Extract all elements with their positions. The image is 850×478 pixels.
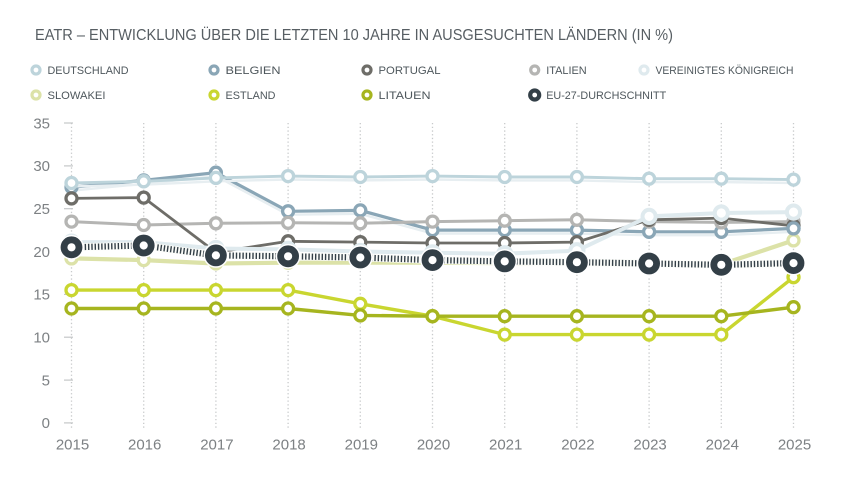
svg-text:EATR – ENTWICKLUNG ÜBER DIE LE: EATR – ENTWICKLUNG ÜBER DIE LETZTEN 10 J… (35, 26, 673, 44)
svg-text:EU-27-DURCHSCHNITT: EU-27-DURCHSCHNITT (546, 90, 666, 102)
svg-text:5: 5 (42, 372, 50, 389)
svg-text:30: 30 (33, 158, 50, 175)
svg-text:2023: 2023 (633, 437, 666, 454)
svg-text:BELGIEN: BELGIEN (226, 65, 281, 77)
svg-text:2022: 2022 (561, 437, 594, 454)
svg-text:ESTLAND: ESTLAND (226, 90, 276, 102)
svg-text:15: 15 (33, 287, 50, 304)
svg-text:20: 20 (33, 244, 50, 261)
svg-text:2015: 2015 (56, 437, 89, 454)
svg-text:LITAUEN: LITAUEN (379, 90, 431, 102)
svg-text:SLOWAKEI: SLOWAKEI (48, 90, 106, 102)
svg-text:2020: 2020 (417, 437, 450, 454)
svg-text:2018: 2018 (272, 437, 305, 454)
svg-text:PORTUGAL: PORTUGAL (379, 65, 441, 77)
svg-text:0: 0 (42, 415, 50, 432)
svg-text:2019: 2019 (345, 437, 378, 454)
svg-text:2016: 2016 (128, 437, 161, 454)
svg-text:25: 25 (33, 201, 50, 218)
svg-text:35: 35 (33, 115, 50, 132)
svg-text:2017: 2017 (200, 437, 233, 454)
svg-text:10: 10 (33, 330, 50, 347)
svg-text:2021: 2021 (489, 437, 522, 454)
svg-text:2025: 2025 (778, 437, 811, 454)
svg-text:2024: 2024 (706, 437, 739, 454)
svg-text:ITALIEN: ITALIEN (546, 65, 587, 77)
svg-text:DEUTSCHLAND: DEUTSCHLAND (48, 65, 129, 77)
svg-text:VEREINIGTES KÖNIGREICH: VEREINIGTES KÖNIGREICH (656, 65, 794, 77)
